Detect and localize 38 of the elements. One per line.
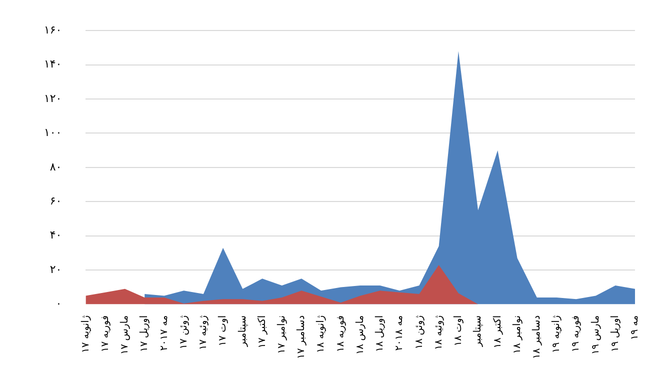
y-tick-label: ۱۴۰ [44, 58, 62, 71]
y-tick-label: ۱۰۰ [44, 126, 62, 140]
x-tick-label: اوریل ۱۸ [374, 315, 386, 352]
x-tick-label: مارس ۱۹ [590, 315, 602, 355]
x-tick-label: ژانویه ۱۹ [551, 315, 562, 353]
x-tick-label: مارس ۱۷ [120, 315, 131, 355]
x-tick-label: ژانویه ۱۸ [316, 315, 327, 353]
x-tick-label: نوامبر ۱۸ [512, 315, 523, 354]
x-tick-label: اوت ۱۸ [453, 315, 464, 346]
x-tick-label: دسامبر ۱۸ [532, 315, 543, 360]
y-tick-label: ۱۲۰ [44, 92, 62, 105]
x-tick-label: ژوئیه ۱۸ [433, 315, 444, 350]
x-tick-label: ژوئیه ۱۷ [198, 315, 210, 350]
x-tick-label: سپتامبر [237, 315, 248, 348]
x-tick-label: اوت ۱۷ [218, 315, 229, 346]
x-tick-label: نوامبر ۱۷ [276, 315, 288, 354]
x-tick-label: اکتبر ۱۸ [492, 315, 504, 348]
x-tick-label: مارس ۱۸ [354, 315, 366, 355]
x-tick-label: فوریه ۱۷ [100, 315, 111, 352]
x-tick-label: دسامبر ۱۷ [296, 315, 308, 360]
x-tick-label: فوریه ۱۹ [570, 315, 582, 352]
y-tick-label: ۰ [56, 297, 62, 310]
x-tick-label: اوریل ۱۹ [610, 315, 621, 352]
x-tick-label: مه ۱۹ [630, 315, 641, 340]
y-tick-label: ۶۰ [50, 194, 62, 208]
x-tick-label: فوریه ۱۸ [335, 315, 346, 352]
x-tick-label: ژانویه ۱۷ [80, 315, 92, 353]
x-tick-label: مه ۲۰۱۷ [158, 315, 170, 351]
y-tick-label: ۴۰ [50, 228, 62, 242]
x-tick-label: ژوئن ۱۷ [178, 315, 190, 350]
x-tick-label: اکتبر ۱۷ [256, 315, 268, 348]
y-tick-label: ۲۰ [50, 262, 62, 276]
x-tick-label: اوریل ۱۷ [139, 315, 150, 352]
y-tick-label: ۱۶۰ [44, 23, 62, 36]
x-tick-label: مه ۲۰۱۸ [394, 315, 406, 351]
y-tick-label: ۸۰ [50, 160, 62, 174]
x-tick-label: ژوئن ۱۸ [414, 315, 425, 350]
x-tick-label: سپتامبر [472, 315, 484, 348]
